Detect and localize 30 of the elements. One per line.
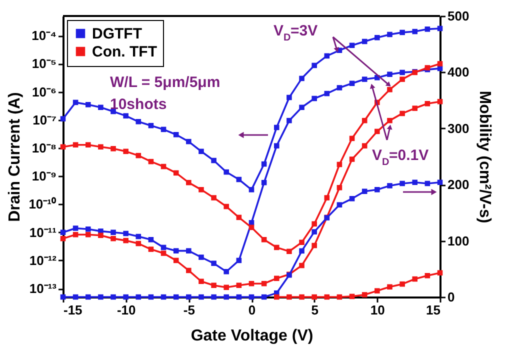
annotation: 10shots bbox=[110, 96, 167, 113]
x-tick-label: 5 bbox=[311, 302, 318, 318]
y-tick-label: 10⁻⁵ bbox=[32, 56, 56, 72]
x-tick-label: -10 bbox=[116, 302, 136, 318]
legend-label: Con. TFT bbox=[92, 44, 157, 60]
y2-tick-label: 400 bbox=[448, 64, 470, 80]
x-tick-label: -5 bbox=[183, 302, 195, 318]
y-tick-label: 10⁻¹³ bbox=[29, 281, 58, 296]
x-tick-label: 10 bbox=[370, 302, 385, 318]
x-tick-label: 15 bbox=[426, 302, 440, 318]
x-tick-label: -15 bbox=[64, 302, 82, 318]
y2-axis-title: Mobility (cm²/V-s) bbox=[476, 90, 494, 224]
y2-tick-label: 200 bbox=[448, 177, 470, 192]
y-tick-label: 10⁻¹¹ bbox=[29, 224, 56, 240]
y-tick-label: 10⁻⁹ bbox=[32, 168, 56, 184]
y2-tick-label: 500 bbox=[448, 8, 470, 24]
y-tick-label: 10⁻⁷ bbox=[32, 112, 56, 128]
y-tick-label: 10⁻¹² bbox=[29, 252, 58, 268]
x-axis-title: Gate Voltage (V) bbox=[190, 328, 314, 344]
x-tick-label: 0 bbox=[248, 302, 256, 318]
y-axis-title: Drain Current (A) bbox=[6, 92, 24, 222]
y-tick-label: 10⁻⁸ bbox=[32, 140, 56, 156]
legend-label: DGTFT bbox=[92, 26, 142, 42]
y2-tick-label: 300 bbox=[448, 120, 470, 136]
annotation: W/L = 5μm/5μm bbox=[110, 74, 220, 91]
y-tick-label: 10⁻⁴ bbox=[32, 28, 56, 44]
y2-tick-label: 0 bbox=[448, 290, 455, 304]
y-tick-label: 10⁻⁶ bbox=[32, 84, 57, 100]
y2-tick-label: 100 bbox=[448, 233, 470, 248]
y-tick-label: 10⁻¹⁰ bbox=[28, 196, 56, 212]
